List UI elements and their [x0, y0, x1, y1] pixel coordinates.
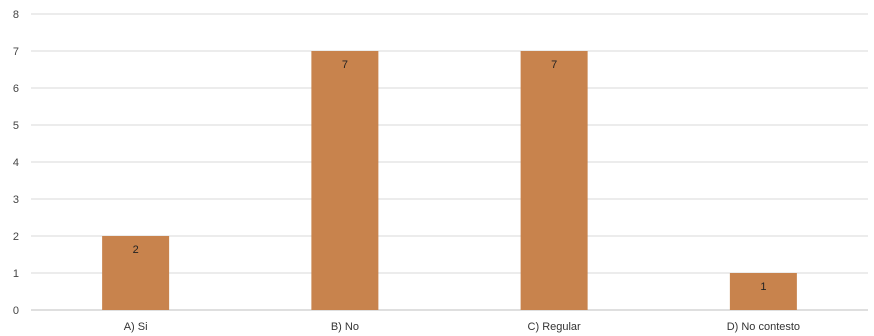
gridlines: [31, 13, 868, 311]
y-tick-label-2: 2: [13, 231, 19, 243]
data-label-2: 7: [551, 59, 557, 71]
bar-0: [102, 236, 170, 310]
y-tick-label-1: 1: [13, 268, 19, 280]
y-tick-label-0: 0: [13, 305, 19, 317]
bar-3: [729, 273, 797, 310]
bar-2: [520, 51, 588, 310]
data-label-3: 1: [760, 281, 766, 293]
x-tick-label-0: A) Si: [124, 321, 148, 333]
x-tick-label-1: B) No: [331, 321, 359, 333]
data-label-1: 7: [342, 59, 348, 71]
x-tick-label-3: D) No contesto: [727, 321, 800, 333]
x-tick-label-2: C) Regular: [528, 321, 582, 333]
y-tick-label-7: 7: [13, 46, 19, 58]
x-axis-labels: A) Si B) No C) Regular D) No contesto: [124, 321, 800, 333]
data-label-0: 2: [133, 244, 139, 256]
data-labels: 2 7 7 1: [133, 59, 767, 293]
bar-1: [311, 51, 379, 310]
y-tick-label-5: 5: [13, 120, 19, 132]
y-tick-label-3: 3: [13, 194, 19, 206]
y-tick-label-8: 8: [13, 9, 19, 21]
y-tick-label-6: 6: [13, 83, 19, 95]
y-tick-label-4: 4: [13, 157, 19, 169]
bars: [102, 51, 797, 310]
y-axis-ticks: 0 1 2 3 4 5 6 7 8: [13, 9, 19, 317]
